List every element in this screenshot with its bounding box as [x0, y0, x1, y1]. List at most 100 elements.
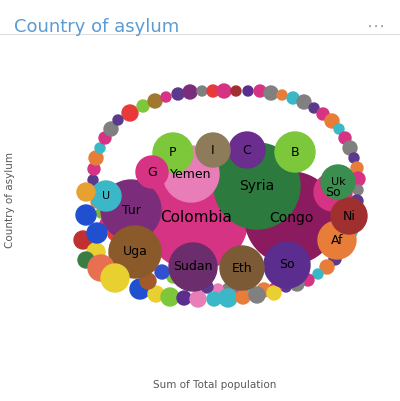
Circle shape: [163, 146, 219, 202]
Circle shape: [101, 264, 129, 292]
Circle shape: [148, 94, 162, 108]
Circle shape: [214, 143, 300, 229]
Circle shape: [95, 143, 105, 153]
Circle shape: [140, 273, 156, 289]
Text: P: P: [169, 146, 177, 160]
Circle shape: [275, 132, 315, 172]
Circle shape: [317, 108, 329, 120]
Circle shape: [313, 269, 323, 279]
Circle shape: [343, 141, 357, 155]
Circle shape: [74, 231, 92, 249]
Text: Syria: Syria: [239, 179, 275, 193]
Circle shape: [104, 122, 118, 136]
Circle shape: [190, 291, 206, 307]
Circle shape: [257, 283, 271, 297]
Circle shape: [351, 195, 363, 207]
Circle shape: [243, 86, 253, 96]
Circle shape: [320, 260, 334, 274]
Text: C: C: [243, 144, 251, 156]
Circle shape: [167, 271, 179, 283]
Circle shape: [100, 217, 114, 231]
Circle shape: [91, 196, 103, 208]
Circle shape: [287, 92, 299, 104]
Circle shape: [101, 180, 161, 240]
Circle shape: [91, 181, 121, 211]
Circle shape: [144, 166, 248, 270]
Text: Country of asylum: Country of asylum: [14, 18, 179, 36]
Circle shape: [277, 90, 287, 100]
Circle shape: [337, 246, 347, 256]
Circle shape: [183, 85, 197, 99]
Circle shape: [109, 226, 161, 278]
Text: Ni: Ni: [342, 209, 356, 223]
Circle shape: [235, 285, 247, 297]
Circle shape: [222, 283, 236, 297]
Circle shape: [236, 290, 250, 304]
Text: Tur: Tur: [122, 203, 140, 217]
Text: Yemen: Yemen: [170, 168, 212, 180]
Text: Sum of Total population: Sum of Total population: [153, 380, 277, 390]
Circle shape: [148, 286, 164, 302]
Circle shape: [349, 153, 359, 163]
Circle shape: [207, 85, 219, 97]
Circle shape: [267, 286, 281, 300]
Circle shape: [117, 238, 127, 248]
Circle shape: [122, 105, 138, 121]
Circle shape: [113, 115, 123, 125]
Text: Congo: Congo: [269, 211, 313, 225]
Circle shape: [351, 162, 363, 174]
Circle shape: [146, 261, 156, 271]
Text: ⋯: ⋯: [367, 18, 385, 36]
Circle shape: [108, 228, 120, 240]
Circle shape: [177, 291, 191, 305]
Text: Colombia: Colombia: [160, 211, 232, 225]
Circle shape: [207, 292, 221, 306]
Circle shape: [353, 185, 363, 195]
Circle shape: [340, 235, 354, 249]
Circle shape: [179, 276, 189, 286]
Text: Uga: Uga: [122, 245, 148, 259]
Circle shape: [137, 100, 149, 112]
Circle shape: [345, 226, 357, 238]
Circle shape: [155, 265, 169, 279]
Circle shape: [290, 277, 304, 291]
Circle shape: [351, 172, 365, 186]
Circle shape: [264, 242, 310, 288]
Circle shape: [309, 103, 319, 113]
Circle shape: [88, 175, 98, 185]
Circle shape: [269, 283, 281, 295]
Circle shape: [89, 151, 103, 165]
Circle shape: [325, 114, 339, 128]
Circle shape: [87, 223, 107, 243]
Circle shape: [130, 279, 150, 299]
Circle shape: [201, 281, 213, 293]
Circle shape: [76, 205, 96, 225]
Circle shape: [161, 288, 179, 306]
Text: G: G: [147, 166, 157, 178]
Text: So: So: [279, 259, 295, 271]
Circle shape: [172, 88, 184, 100]
Circle shape: [297, 95, 311, 109]
Circle shape: [314, 173, 352, 211]
Circle shape: [88, 163, 100, 175]
Circle shape: [217, 84, 231, 98]
Circle shape: [189, 277, 203, 291]
Circle shape: [231, 86, 241, 96]
Text: Country of asylum: Country of asylum: [5, 152, 15, 248]
Circle shape: [213, 284, 223, 294]
Circle shape: [124, 245, 138, 259]
Circle shape: [321, 165, 355, 199]
Circle shape: [161, 92, 171, 102]
Text: Af: Af: [331, 233, 343, 247]
Circle shape: [87, 184, 101, 198]
Text: I: I: [211, 144, 215, 156]
Circle shape: [96, 208, 106, 218]
Text: B: B: [291, 146, 299, 158]
Circle shape: [349, 217, 359, 227]
Circle shape: [245, 172, 337, 264]
Circle shape: [339, 132, 351, 144]
Circle shape: [254, 85, 266, 97]
Circle shape: [197, 86, 207, 96]
Text: So: So: [325, 186, 341, 198]
Circle shape: [135, 253, 147, 265]
